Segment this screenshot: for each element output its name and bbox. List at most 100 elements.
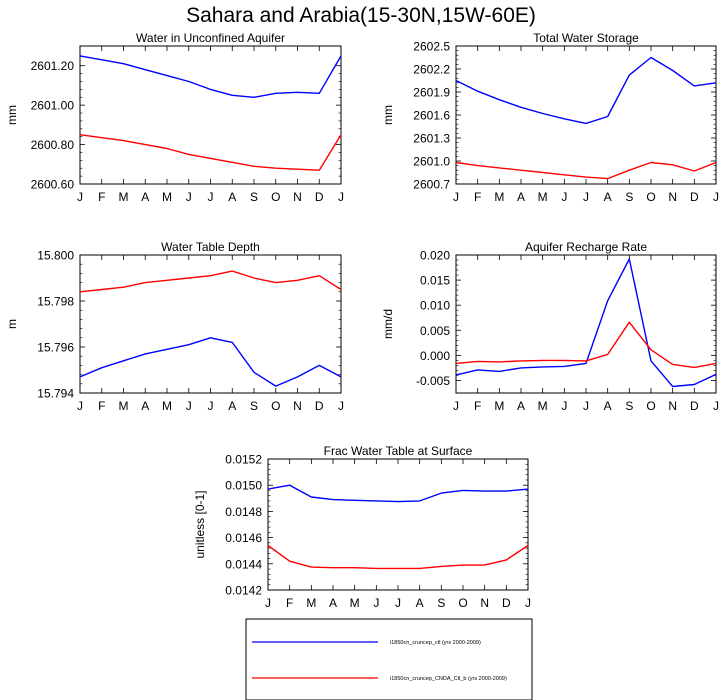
series-line-2 — [79, 134, 342, 171]
x-tick-label: J — [208, 190, 214, 204]
y-tick-label: 15.800 — [37, 249, 74, 263]
series-line-1 — [267, 484, 529, 503]
x-tick-label: F — [474, 399, 481, 413]
x-tick-label: M — [162, 190, 172, 204]
y-tick-label: 0.015 — [420, 274, 450, 288]
y-tick-label: 2601.6 — [413, 109, 450, 123]
y-tick-label: 0.0148 — [225, 505, 262, 519]
x-tick-label: M — [306, 596, 316, 610]
x-tick-label: A — [228, 190, 236, 204]
chart-title: Water Table Depth — [161, 240, 260, 254]
x-tick-label: J — [265, 596, 271, 610]
x-tick-label: A — [604, 190, 612, 204]
series-line-2 — [455, 321, 717, 369]
x-tick-label: N — [668, 399, 677, 413]
x-tick-label: J — [77, 399, 83, 413]
y-tick-label: 2601.3 — [413, 132, 450, 146]
y-tick-label: 2602.2 — [413, 63, 450, 77]
series-line-1 — [79, 337, 342, 387]
x-tick-label: F — [98, 190, 105, 204]
x-tick-label: F — [286, 596, 293, 610]
x-tick-label: D — [315, 190, 324, 204]
y-tick-label: 0.0152 — [225, 453, 262, 467]
x-tick-label: J — [453, 190, 459, 204]
y-tick-label: 0.005 — [420, 324, 450, 338]
figure-title: Sahara and Arabia(15-30N,15W-60E) — [186, 4, 536, 27]
y-axis-label: mm/d — [381, 309, 395, 339]
x-tick-label: J — [77, 190, 83, 204]
y-tick-label: 0.020 — [420, 249, 450, 263]
x-tick-label: D — [690, 399, 699, 413]
x-tick-label: A — [329, 596, 337, 610]
x-tick-label: A — [604, 399, 612, 413]
plot-frame — [455, 45, 717, 185]
x-tick-label: M — [538, 399, 548, 413]
x-tick-label: M — [538, 190, 548, 204]
plot-frame — [79, 45, 342, 185]
x-tick-label: J — [338, 190, 344, 204]
x-tick-label: N — [293, 190, 302, 204]
series-line-1 — [455, 56, 717, 125]
legend-label-ctl: i1850cn_cruncep_ctl (yrs 2000-2009) — [390, 640, 481, 646]
x-tick-label: S — [250, 399, 258, 413]
y-tick-label: 2601.9 — [413, 86, 450, 100]
x-tick-label: J — [525, 596, 531, 610]
x-tick-label: N — [480, 596, 489, 610]
x-tick-label: D — [315, 399, 324, 413]
x-tick-label: J — [583, 399, 589, 413]
x-tick-label: J — [186, 399, 192, 413]
y-axis-label: mm — [381, 105, 395, 125]
x-tick-label: A — [141, 190, 149, 204]
chart-title: Aquifer Recharge Rate — [525, 240, 647, 254]
x-tick-label: S — [437, 596, 445, 610]
x-tick-label: O — [646, 399, 655, 413]
x-tick-label: A — [517, 190, 525, 204]
x-tick-label: D — [502, 596, 511, 610]
x-tick-label: J — [713, 399, 719, 413]
x-tick-label: O — [271, 399, 280, 413]
y-tick-label: 2600.60 — [31, 178, 75, 192]
plot-frame — [455, 254, 717, 394]
series-line-2 — [455, 161, 717, 180]
y-tick-label: 0.0142 — [225, 584, 262, 598]
x-tick-label: F — [98, 399, 105, 413]
x-tick-label: O — [646, 190, 655, 204]
y-tick-label: 2600.80 — [31, 138, 75, 152]
x-tick-label: S — [625, 399, 633, 413]
x-tick-label: J — [208, 399, 214, 413]
x-tick-label: M — [162, 399, 172, 413]
x-tick-label: A — [228, 399, 236, 413]
series-line-2 — [267, 544, 529, 570]
x-tick-label: N — [293, 399, 302, 413]
chart-title: Total Water Storage — [533, 31, 639, 45]
x-tick-label: J — [561, 190, 567, 204]
x-tick-label: J — [561, 399, 567, 413]
x-tick-label: J — [395, 596, 401, 610]
chart-title: Frac Water Table at Surface — [324, 444, 473, 458]
series-line-2 — [79, 270, 342, 293]
y-tick-label: 2601.0 — [413, 155, 450, 169]
y-tick-label: 0.0144 — [225, 557, 262, 571]
x-tick-label: J — [583, 190, 589, 204]
x-tick-label: M — [119, 399, 129, 413]
y-tick-label: 2601.00 — [31, 99, 75, 113]
series-line-1 — [79, 55, 342, 99]
x-tick-label: M — [494, 190, 504, 204]
y-tick-label: 2602.5 — [413, 40, 450, 54]
y-tick-label: 0.0150 — [225, 479, 262, 493]
x-tick-label: S — [250, 190, 258, 204]
x-tick-label: A — [141, 399, 149, 413]
y-tick-label: 2600.7 — [413, 178, 450, 192]
x-tick-label: A — [416, 596, 424, 610]
legend-box — [245, 618, 533, 700]
y-tick-label: 0.010 — [420, 299, 450, 313]
y-axis-label: m — [5, 319, 19, 329]
x-tick-label: M — [350, 596, 360, 610]
x-tick-label: J — [186, 190, 192, 204]
